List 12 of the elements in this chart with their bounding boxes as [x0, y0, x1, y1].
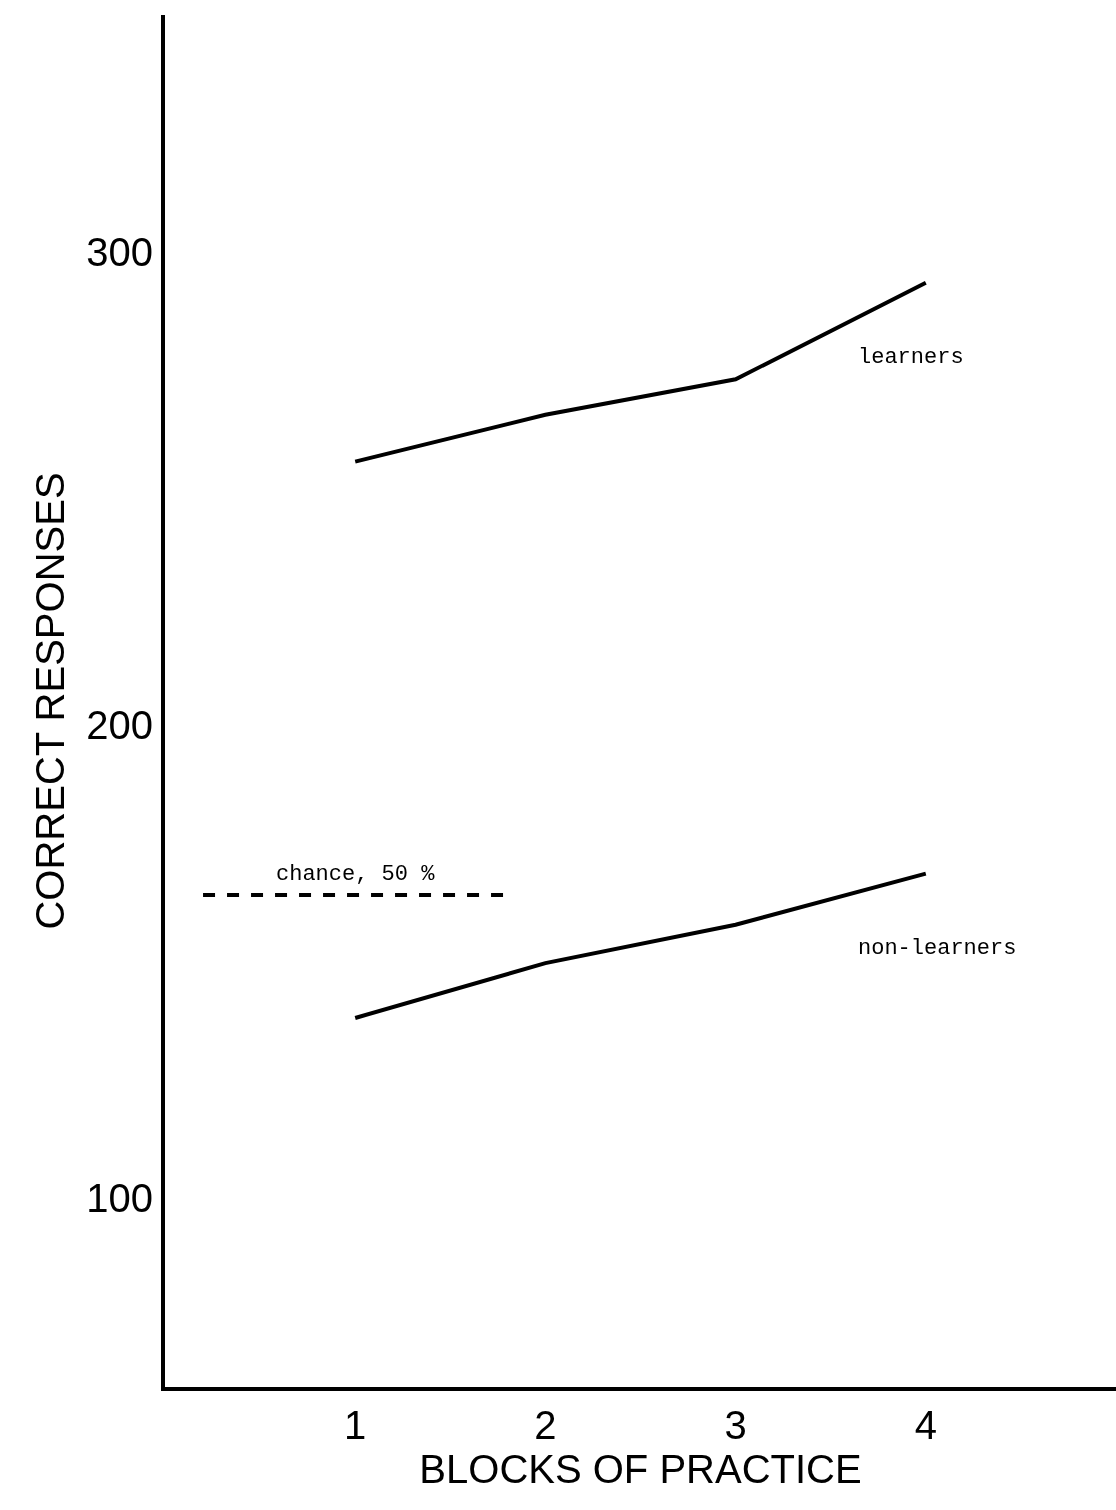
- x-tick-label: 4: [914, 1403, 937, 1447]
- x-axis-title: BLOCKS OF PRACTICE: [419, 1447, 862, 1491]
- x-tick-label: 1: [344, 1403, 367, 1447]
- y-tick-label: 100: [86, 1175, 153, 1220]
- y-tick-label: 300: [86, 229, 153, 274]
- series-label: chance, 50 %: [276, 862, 436, 887]
- x-tick-label: 3: [724, 1403, 747, 1447]
- series-label: non-learners: [858, 936, 1017, 961]
- series-label: learners: [858, 345, 964, 370]
- y-tick-label: 200: [86, 702, 153, 747]
- y-axis-title: CORRECT RESPONSES: [28, 472, 73, 930]
- x-tick-label: 2: [534, 1403, 557, 1447]
